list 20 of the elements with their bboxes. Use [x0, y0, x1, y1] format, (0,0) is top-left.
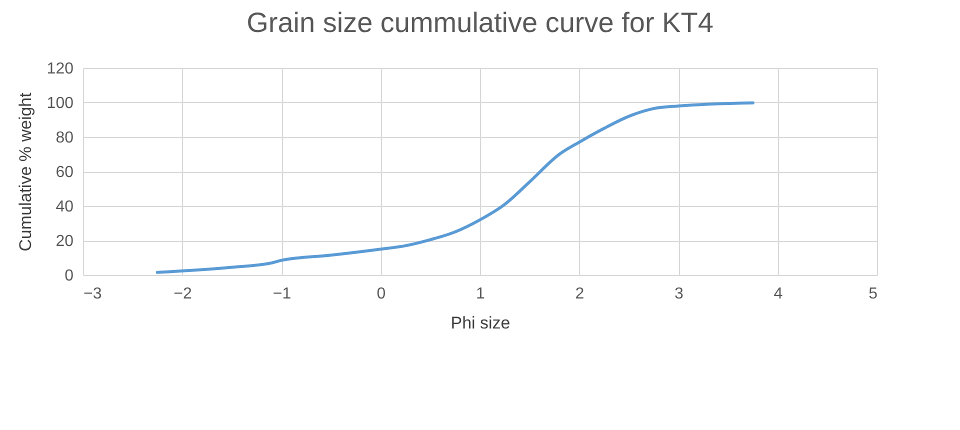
x-tick-label: −1: [272, 286, 292, 302]
y-tick-label: 80: [56, 130, 74, 146]
x-axis-title: Phi size: [450, 314, 510, 332]
x-tick-label: 0: [376, 286, 386, 302]
x-tick-label: −2: [174, 286, 192, 302]
y-tick-label: 120: [46, 60, 74, 78]
x-tick-label: 2: [575, 286, 584, 302]
x-tick-label: 3: [674, 286, 684, 302]
x-tick-label: 5: [868, 286, 878, 302]
y-tick-label: 100: [46, 95, 74, 112]
chart-title: Grain size cummulative curve for KT4: [246, 7, 714, 38]
x-tick-label: −3: [84, 286, 102, 302]
y-tick-label: 20: [56, 233, 74, 250]
y-axis-title: Cumulative % weight: [16, 92, 35, 252]
x-tick-label: 4: [774, 286, 783, 302]
y-tick-label: 0: [64, 268, 74, 284]
x-tick-label: 1: [476, 286, 486, 302]
line-series: [156, 101, 754, 274]
y-tick-label: 40: [56, 198, 74, 216]
y-tick-label: 60: [56, 164, 74, 181]
